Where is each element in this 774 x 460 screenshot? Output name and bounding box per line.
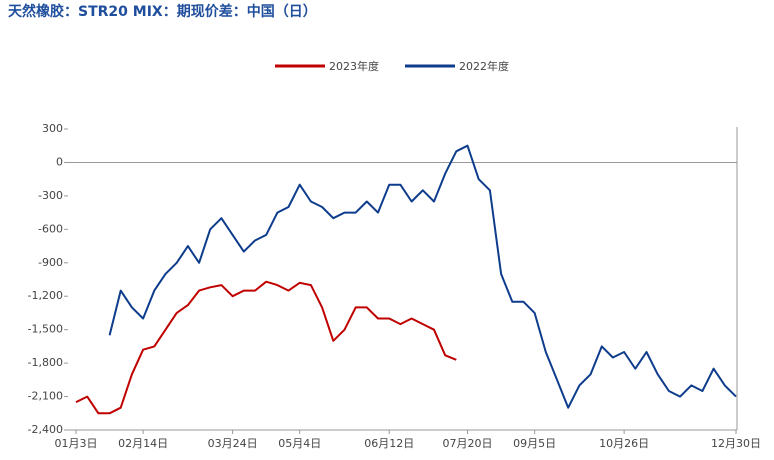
y-tick-label: 300: [42, 122, 63, 135]
x-tick-label: 01月3日: [55, 437, 98, 450]
x-tick-label: 09月5日: [513, 437, 556, 450]
y-tick-label: 0: [56, 155, 63, 168]
x-tick-label: 02月14日: [118, 437, 168, 450]
y-tick-label: -300: [38, 189, 63, 202]
legend-label: 2023年度: [329, 59, 379, 73]
x-tick-label: 10月26日: [599, 437, 649, 450]
series-line: [108, 144, 737, 409]
x-tick-label: 05月4日: [278, 437, 321, 450]
chart-title: 天然橡胶：STR20 MIX：期现价差：中国（日）: [8, 3, 317, 20]
y-tick-label: -2,100: [28, 390, 63, 403]
y-tick-label: -1,500: [28, 323, 63, 336]
x-tick-label: 06月12日: [364, 437, 414, 450]
legend-label: 2022年度: [459, 59, 509, 73]
y-tick-label: -1,200: [28, 289, 63, 302]
y-tick-label: -2,400: [28, 423, 63, 436]
y-tick-label: -600: [38, 222, 63, 235]
x-tick-label: 03月24日: [208, 437, 258, 450]
series-line: [75, 280, 457, 415]
y-tick-label: -900: [38, 256, 63, 269]
x-tick-label: 07月20日: [443, 437, 493, 450]
x-tick-label: 12月30日: [711, 437, 761, 450]
y-tick-label: -1,800: [28, 356, 63, 369]
